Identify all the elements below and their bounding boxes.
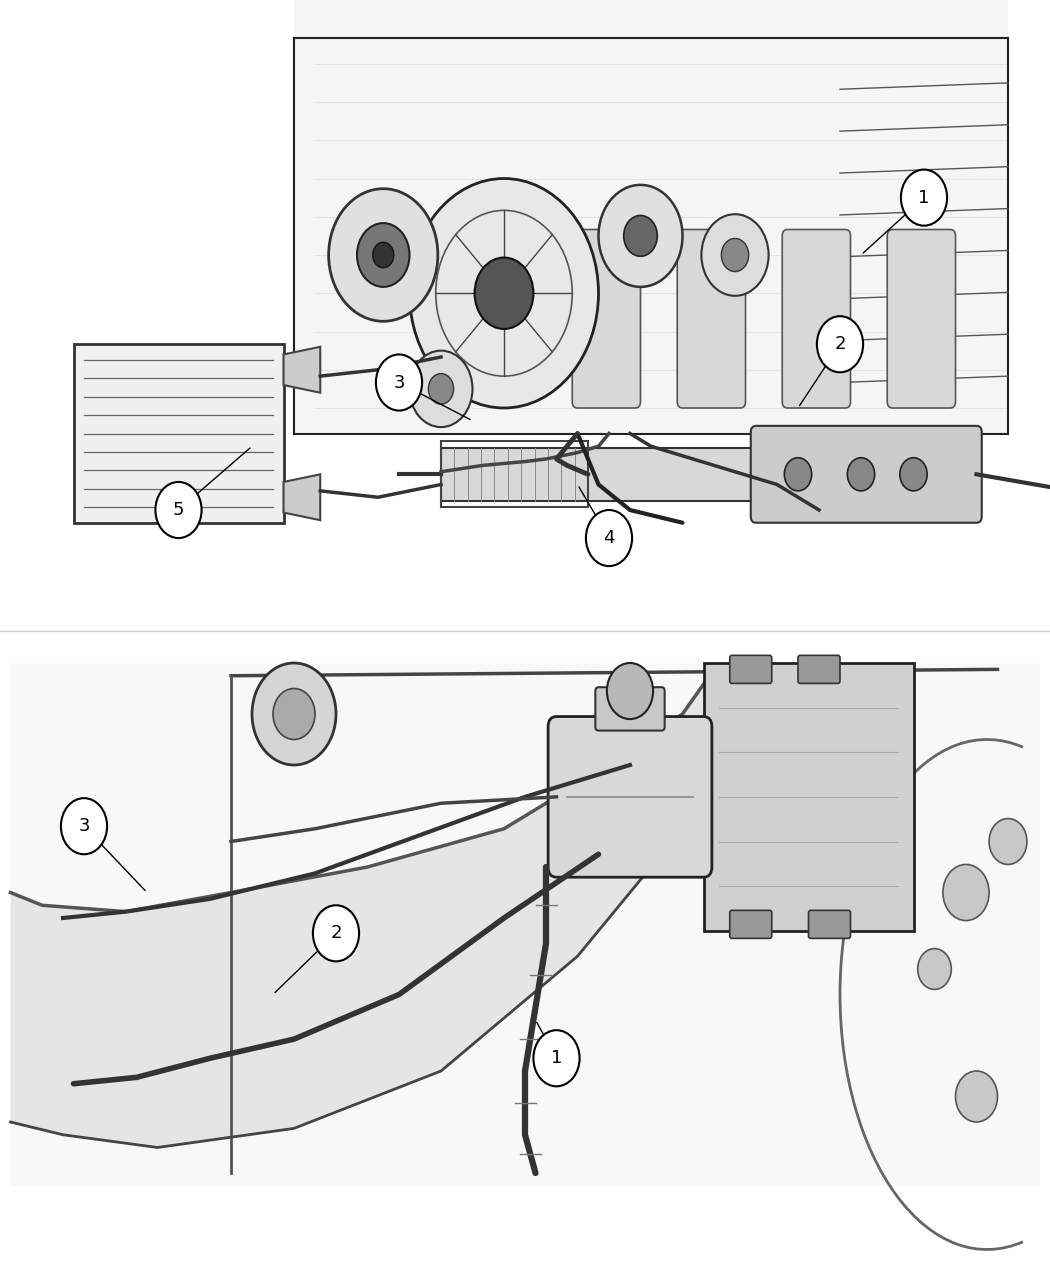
Circle shape [61, 798, 107, 854]
Text: 3: 3 [79, 817, 89, 835]
FancyBboxPatch shape [798, 655, 840, 683]
FancyBboxPatch shape [730, 910, 772, 938]
Text: 2: 2 [331, 924, 341, 942]
Circle shape [313, 905, 359, 961]
Text: 2: 2 [835, 335, 845, 353]
Circle shape [376, 354, 422, 411]
Circle shape [475, 258, 533, 329]
Polygon shape [10, 669, 714, 1148]
Text: 3: 3 [394, 374, 404, 391]
Text: 1: 1 [919, 189, 929, 207]
Text: 5: 5 [173, 501, 184, 519]
Circle shape [598, 185, 683, 287]
Circle shape [701, 214, 769, 296]
Circle shape [721, 238, 749, 272]
Polygon shape [74, 344, 284, 523]
Circle shape [586, 510, 632, 566]
Circle shape [273, 688, 315, 739]
Polygon shape [284, 474, 320, 520]
FancyBboxPatch shape [704, 663, 914, 931]
Circle shape [252, 663, 336, 765]
FancyBboxPatch shape [677, 230, 746, 408]
Circle shape [817, 316, 863, 372]
FancyBboxPatch shape [572, 230, 640, 408]
Polygon shape [441, 448, 976, 501]
Circle shape [918, 949, 951, 989]
Circle shape [624, 215, 657, 256]
Text: 4: 4 [604, 529, 614, 547]
Circle shape [329, 189, 438, 321]
Circle shape [607, 663, 653, 719]
Circle shape [956, 1071, 997, 1122]
Circle shape [847, 458, 875, 491]
Circle shape [373, 242, 394, 268]
Circle shape [901, 170, 947, 226]
Circle shape [410, 351, 472, 427]
FancyBboxPatch shape [10, 663, 1040, 1186]
FancyBboxPatch shape [782, 230, 850, 408]
Circle shape [533, 1030, 580, 1086]
Circle shape [943, 864, 989, 921]
Polygon shape [284, 347, 320, 393]
FancyBboxPatch shape [730, 655, 772, 683]
FancyBboxPatch shape [548, 717, 712, 877]
FancyBboxPatch shape [887, 230, 956, 408]
FancyBboxPatch shape [808, 910, 850, 938]
Circle shape [989, 819, 1027, 864]
Circle shape [428, 374, 454, 404]
Circle shape [784, 458, 812, 491]
Text: 1: 1 [551, 1049, 562, 1067]
Circle shape [410, 179, 598, 408]
Circle shape [900, 458, 927, 491]
FancyBboxPatch shape [595, 687, 665, 731]
Circle shape [155, 482, 202, 538]
Circle shape [357, 223, 410, 287]
FancyBboxPatch shape [294, 0, 1008, 434]
FancyBboxPatch shape [751, 426, 982, 523]
